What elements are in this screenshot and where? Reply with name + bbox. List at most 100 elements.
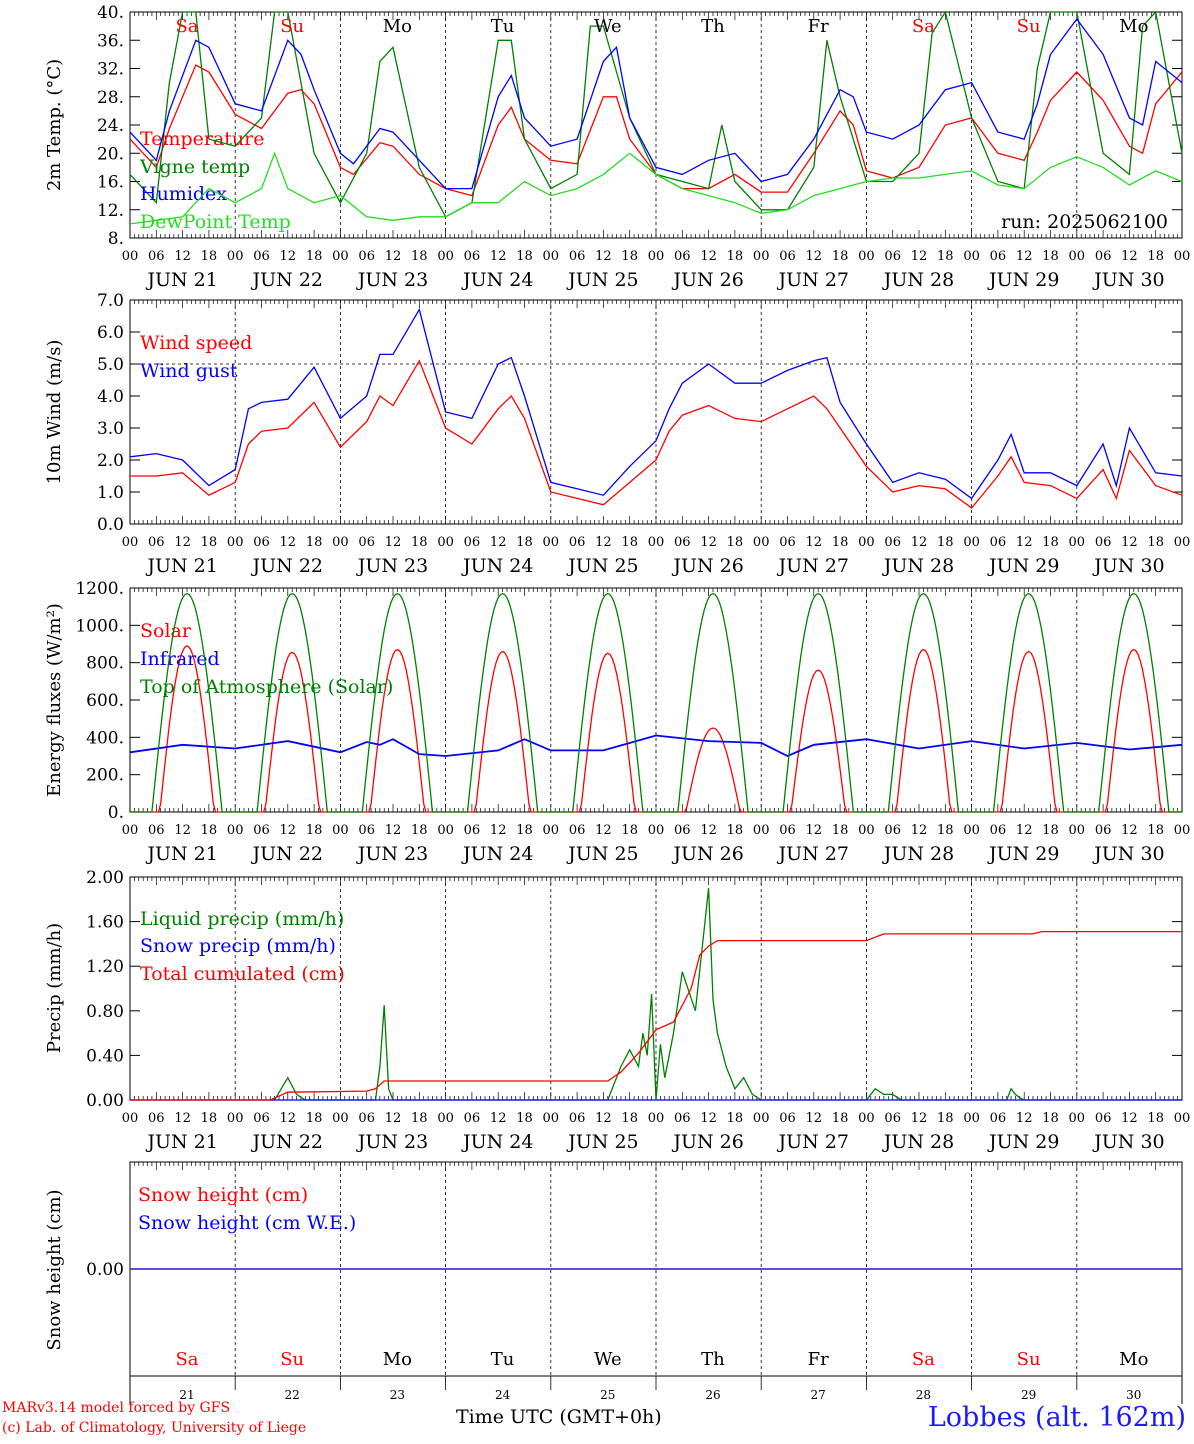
series-line: [130, 359, 1183, 509]
hour-tick-label: 12: [700, 249, 717, 264]
hour-tick-label: 06: [358, 1111, 375, 1126]
hour-tick-label: 06: [1095, 823, 1112, 838]
hour-tick-label: 18: [832, 1111, 849, 1126]
hour-tick-label: 00: [227, 1111, 244, 1126]
hour-tick-label: 12: [280, 249, 297, 264]
weekday-label: Mo: [383, 1349, 412, 1370]
date-label: JUN 24: [461, 269, 533, 291]
hour-tick-label: 06: [148, 1111, 165, 1126]
hour-tick-label: 06: [1095, 249, 1112, 264]
hour-tick-label: 12: [595, 249, 612, 264]
hour-tick-label: 18: [201, 535, 218, 550]
hour-tick-label: 00: [963, 1111, 980, 1126]
hour-tick-label: 06: [1095, 535, 1112, 550]
y-tick-label: 0.80: [86, 1002, 124, 1022]
hour-tick-label: 18: [621, 535, 638, 550]
hour-tick-label: 12: [806, 823, 823, 838]
hour-tick-label: 00: [543, 1111, 560, 1126]
hour-tick-label: 18: [1147, 535, 1164, 550]
hour-tick-label: 12: [595, 535, 612, 550]
hour-tick-label: 18: [832, 823, 849, 838]
hour-tick-label: 18: [516, 535, 533, 550]
y-tick-label: 400.: [86, 728, 124, 748]
hour-tick-label: 12: [911, 823, 928, 838]
hour-tick-label: 18: [621, 823, 638, 838]
date-label: JUN 27: [777, 555, 849, 577]
panel-4: 0.00 0.40 0.80 1.20 1.60 2.00 Precip (mm/h) Liq…: [44, 868, 1190, 1153]
hour-tick-label: 00: [1069, 535, 1086, 550]
hour-tick-label: 00: [1069, 249, 1086, 264]
time-axis-label: Time UTC (GMT+0h): [456, 1406, 662, 1428]
date-label: JUN 27: [777, 269, 849, 291]
date-label: JUN 28: [882, 269, 954, 291]
day-number-label: 25: [600, 1388, 615, 1402]
hour-tick-label: 06: [464, 249, 481, 264]
y-axis-label: 10m Wind (m/s): [44, 340, 65, 485]
hour-tick-label: 00: [227, 823, 244, 838]
hour-tick-label: 12: [806, 535, 823, 550]
hour-tick-label: 06: [464, 1111, 481, 1126]
y-tick-label: 0.40: [86, 1046, 124, 1066]
hour-tick-label: 18: [1042, 535, 1059, 550]
y-tick-label: 32.: [97, 60, 124, 80]
weekday-label: We: [594, 16, 622, 37]
panel-1: 8. 12. 16. 20. 24. 28. 32. 36. 40. 2m Temp. (°C) T…: [44, 3, 1190, 291]
weekday-label: Sa: [175, 1349, 198, 1370]
hour-tick-label: 12: [1016, 1111, 1033, 1126]
hour-tick-label: 18: [516, 1111, 533, 1126]
weekday-label: Mo: [1119, 1349, 1148, 1370]
hour-tick-label: 12: [911, 249, 928, 264]
legend-entry: Top of Atmosphere (Solar): [140, 676, 393, 698]
legend-entry: Solar: [140, 620, 192, 642]
legend-entry: Humidex: [140, 183, 227, 205]
hour-tick-label: 06: [990, 823, 1007, 838]
y-axis-label: Snow height (cm): [44, 1189, 65, 1350]
hour-tick-label: 00: [858, 823, 875, 838]
series-line: [129, 734, 1183, 757]
hour-tick-label: 00: [332, 249, 349, 264]
hour-tick-label: 00: [437, 823, 454, 838]
hour-tick-label: 18: [937, 249, 954, 264]
y-tick-label: 2.0: [97, 451, 124, 471]
hour-tick-label: 00: [122, 1111, 139, 1126]
hour-tick-label: 12: [1016, 535, 1033, 550]
day-number-label: 21: [179, 1388, 194, 1402]
hour-tick-label: 06: [990, 535, 1007, 550]
date-label: JUN 28: [882, 1131, 954, 1153]
legend-entry: Liquid precip (mm/h): [140, 908, 344, 930]
day-number-label: 23: [390, 1388, 405, 1402]
hour-tick-label: 00: [122, 823, 139, 838]
panel-2: 0.0 1.0 2.0 3.0 4.0 5.0 6.0 7.0 10m Wind (m/s) Wi…: [44, 291, 1190, 577]
hour-tick-label: 06: [148, 535, 165, 550]
legend-entry: Snow height (cm): [138, 1184, 308, 1206]
series-line: [130, 888, 1182, 1101]
y-tick-label: 20.: [97, 144, 124, 164]
y-tick-label: 1.20: [86, 957, 124, 977]
hour-tick-label: 18: [306, 249, 323, 264]
hour-tick-label: 12: [280, 823, 297, 838]
hour-tick-label: 00: [858, 249, 875, 264]
hour-tick-label: 18: [201, 823, 218, 838]
weekday-label: Th: [701, 1349, 725, 1370]
legend-entry: Vigne temp: [139, 156, 250, 178]
hour-tick-label: 00: [1069, 823, 1086, 838]
date-label: JUN 23: [356, 555, 428, 577]
hour-tick-label: 12: [490, 535, 507, 550]
date-label: JUN 21: [145, 269, 217, 291]
day-number-label: 29: [1021, 1388, 1036, 1402]
hour-tick-label: 00: [648, 1111, 665, 1126]
hour-tick-label: 18: [411, 1111, 428, 1126]
date-label: JUN 21: [145, 1131, 217, 1153]
legend-entry: Total cumulated (cm): [140, 963, 345, 985]
date-label: JUN 27: [777, 1131, 849, 1153]
y-tick-label: 40.: [97, 3, 124, 23]
date-label: JUN 25: [566, 1131, 638, 1153]
date-label: JUN 26: [671, 843, 743, 865]
hour-tick-label: 06: [674, 249, 691, 264]
date-label: JUN 26: [671, 1131, 743, 1153]
date-label: JUN 23: [356, 269, 428, 291]
hour-tick-label: 06: [253, 1111, 270, 1126]
weekday-label: Tu: [491, 16, 515, 37]
date-label: JUN 25: [566, 555, 638, 577]
hour-tick-label: 00: [753, 1111, 770, 1126]
